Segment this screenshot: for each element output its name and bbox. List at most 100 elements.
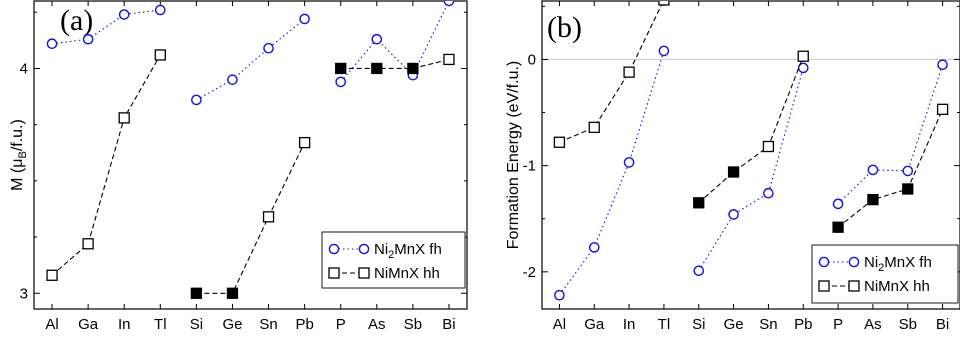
data-point-circle xyxy=(299,13,310,25)
data-point-circle xyxy=(154,4,166,16)
series-line-0 xyxy=(698,67,804,272)
x-tick-label: Bi xyxy=(442,316,455,333)
x-tick-label: In xyxy=(623,316,636,333)
data-layer xyxy=(46,1,455,299)
series-line-0 xyxy=(837,64,944,205)
y-tick-label: 0 xyxy=(528,51,536,68)
data-point-circle xyxy=(335,76,347,88)
data-point-square xyxy=(553,136,566,148)
legend-marker xyxy=(358,243,370,255)
y-axis-label-rest: /f.u.) xyxy=(9,119,26,151)
legend-marker xyxy=(848,256,860,268)
data-point-square xyxy=(693,197,705,209)
x-tick-label: As xyxy=(864,316,882,333)
data-point-square xyxy=(588,121,600,134)
y-axis-label-main: M ( xyxy=(9,167,26,191)
data-point-circle xyxy=(728,209,739,220)
legend-marker xyxy=(818,256,830,268)
y-tick-label: 3 xyxy=(20,285,28,302)
data-point-square xyxy=(762,140,775,153)
data-point-circle xyxy=(227,74,238,85)
y-axis-label-sub: B xyxy=(17,151,29,158)
series-line-1 xyxy=(698,56,804,204)
data-point-circle xyxy=(588,242,600,253)
data-point-square xyxy=(443,53,455,66)
data-point-square xyxy=(797,50,809,62)
x-tick-label: P xyxy=(833,316,843,333)
x-tick-label: Al xyxy=(553,316,566,333)
data-point-circle xyxy=(832,198,844,210)
data-point-square xyxy=(226,287,239,299)
data-point-circle xyxy=(46,38,58,50)
series-line-0 xyxy=(340,1,450,83)
series-line-1 xyxy=(837,109,944,228)
series-line-0 xyxy=(196,18,305,101)
series-line-0 xyxy=(51,9,161,45)
x-tick-label: Ge xyxy=(724,316,744,333)
data-layer xyxy=(553,1,949,301)
data-point-square xyxy=(46,269,58,281)
data-point-circle xyxy=(693,265,705,277)
plot-frame xyxy=(33,0,468,310)
legend-marker xyxy=(358,267,370,279)
x-tick-label: As xyxy=(368,316,386,333)
data-point-circle xyxy=(443,1,455,7)
data-point-square xyxy=(658,1,670,6)
x-tick-label: Tl xyxy=(154,316,167,333)
plot-frame xyxy=(541,0,960,310)
legend-label: Ni2MnX fh xyxy=(864,254,932,274)
data-point-square xyxy=(154,49,166,61)
series-line-1 xyxy=(51,54,161,276)
x-tick-label: Sn xyxy=(259,316,277,333)
data-point-square xyxy=(727,166,740,178)
y-axis-label-mu: μ xyxy=(9,159,26,168)
data-point-square xyxy=(407,62,419,75)
data-point-square xyxy=(118,112,130,124)
y-axis-label: Formation Energy (eV/f.u.) xyxy=(505,61,522,250)
legend-box xyxy=(321,231,466,289)
panel-a: Al Ga In Tl Si Ge Sn Pb P As Sb Bi 3 4 M (μB/f.u.) (a) N… xyxy=(9,0,468,333)
data-point-square xyxy=(902,183,914,195)
data-point-square xyxy=(298,136,311,149)
legend-marker xyxy=(848,280,860,292)
data-point-circle xyxy=(191,94,202,106)
data-point-circle xyxy=(82,33,94,45)
legend-box xyxy=(811,244,959,304)
x-tick-label: Si xyxy=(692,316,705,333)
y-tick-label: -2 xyxy=(523,264,536,281)
x-tick-label: Sb xyxy=(404,316,422,333)
data-point-square xyxy=(190,287,203,299)
data-point-circle xyxy=(902,165,914,177)
data-point-square xyxy=(82,238,94,250)
legend-marker xyxy=(328,267,340,279)
panel-label: (b) xyxy=(547,11,582,44)
x-tick-label: Bi xyxy=(936,316,949,333)
y-axis-label: M (μB/f.u.) xyxy=(9,119,29,191)
legend-label: NiMnX hh xyxy=(374,265,440,282)
panel-b: Al Ga In Tl Si Ge Sn Pb P As Sb Bi -2 -1 0 Formation En… xyxy=(505,0,960,333)
data-point-square xyxy=(623,66,635,78)
x-tick-label: Ga xyxy=(78,316,99,333)
legend: Ni2MnX fh NiMnX hh xyxy=(321,231,466,289)
data-point-square xyxy=(832,221,844,233)
x-tick-label: Ga xyxy=(584,316,605,333)
data-point-circle xyxy=(658,45,670,57)
data-point-square xyxy=(262,211,275,223)
legend-marker xyxy=(328,243,340,255)
data-point-circle xyxy=(554,289,565,301)
series-line-0 xyxy=(558,50,665,296)
data-point-circle xyxy=(867,164,879,176)
x-tick-label: Pb xyxy=(794,316,812,333)
legend-label: NiMnX hh xyxy=(864,278,930,295)
series-line-1 xyxy=(340,58,450,69)
data-point-square xyxy=(335,62,347,75)
y-tick-label: -1 xyxy=(523,158,536,175)
data-point-square xyxy=(867,193,879,206)
data-point-circle xyxy=(118,9,130,20)
data-point-circle xyxy=(371,33,383,45)
data-point-circle xyxy=(797,62,809,74)
x-tick-label: Si xyxy=(190,316,203,333)
panel-label: (a) xyxy=(60,4,93,37)
legend: Ni2MnX fh NiMnX hh xyxy=(811,244,959,304)
